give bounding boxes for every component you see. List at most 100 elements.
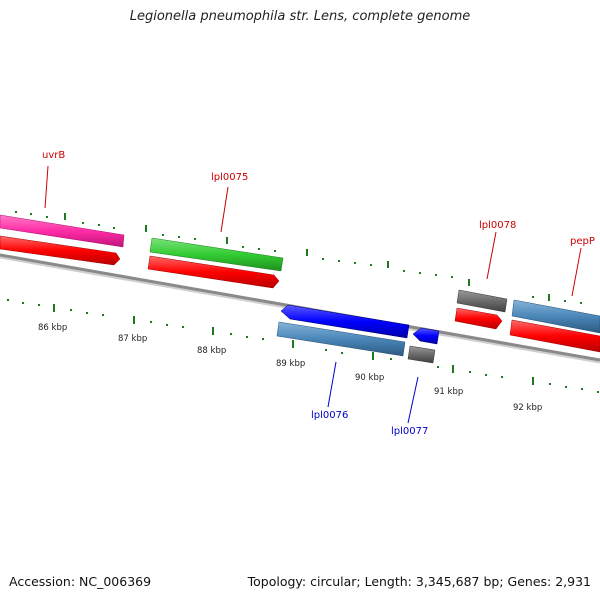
minor-tick — [22, 302, 24, 304]
lpl0076-gene-feature[interactable] — [280, 304, 410, 339]
major-tick — [53, 304, 55, 312]
minor-tick — [451, 276, 453, 278]
kbp-label: 90 kbp — [355, 373, 384, 383]
gene-lpl0078[interactable]: lpl0078 — [454, 220, 516, 330]
minor-tick — [390, 358, 392, 360]
minor-tick — [258, 248, 260, 250]
minor-tick — [262, 338, 264, 340]
lpl0075-label[interactable]: lpl0075 — [211, 172, 248, 183]
major-tick — [306, 249, 308, 256]
uvrB-cds-feature[interactable] — [0, 235, 121, 266]
lpl0077-label-leader — [407, 376, 419, 424]
kbp-label: 86 kbp — [38, 323, 67, 333]
pepP-cds-feature[interactable] — [509, 319, 600, 353]
kbp-label: 92 kbp — [513, 403, 542, 413]
pepP-label-leader — [571, 247, 582, 297]
lpl0078-gene-feature[interactable] — [456, 289, 508, 313]
minor-tick — [565, 386, 567, 388]
lpl0077-label[interactable]: lpl0077 — [391, 426, 428, 437]
minor-tick — [564, 300, 566, 302]
lpl0075-cds-feature[interactable] — [147, 255, 280, 289]
major-tick — [452, 365, 454, 373]
minor-tick — [419, 272, 421, 274]
minor-tick — [246, 336, 248, 338]
lpl0078-label-leader — [486, 231, 497, 280]
minor-tick — [485, 374, 487, 376]
minor-tick — [581, 388, 583, 390]
pepP-label[interactable]: pepP — [570, 236, 595, 247]
kbp-label: 91 kbp — [434, 387, 463, 397]
minor-tick — [46, 216, 48, 218]
minor-tick — [469, 371, 471, 373]
lpl0078-label[interactable]: lpl0078 — [479, 220, 516, 231]
major-tick — [64, 213, 66, 220]
minor-tick — [178, 236, 180, 238]
lpl0075-gene-feature[interactable] — [149, 237, 284, 272]
minor-tick — [30, 213, 32, 215]
lpl0076-cds-feature[interactable] — [276, 321, 406, 357]
gene-lpl0077[interactable]: lpl0077 — [391, 327, 440, 437]
topology-text: Topology: circular; Length: 3,345,687 bp… — [247, 574, 591, 589]
major-tick — [387, 261, 389, 268]
minor-tick — [7, 299, 9, 301]
minor-tick — [113, 227, 115, 229]
minor-tick — [338, 260, 340, 262]
accession-text: Accession: NC_006369 — [9, 574, 152, 589]
major-tick — [468, 279, 470, 286]
minor-tick — [501, 376, 503, 378]
major-tick — [292, 340, 294, 348]
minor-tick — [532, 296, 534, 298]
gene-lpl0076[interactable]: lpl0076 — [276, 304, 410, 421]
reverse-tick-row — [7, 299, 599, 393]
uvrB-label[interactable]: uvrB — [42, 150, 65, 161]
minor-tick — [341, 352, 343, 354]
minor-tick — [549, 383, 551, 385]
major-tick — [145, 225, 147, 232]
uvrB-label-leader — [44, 165, 49, 209]
gene-uvrB[interactable]: uvrB — [0, 150, 125, 266]
major-tick — [532, 377, 534, 385]
pepP-gene-feature[interactable] — [511, 299, 600, 334]
major-tick — [548, 294, 550, 301]
forward-tick-row — [15, 211, 582, 304]
minor-tick — [435, 274, 437, 276]
minor-tick — [38, 304, 40, 306]
major-tick — [212, 327, 214, 335]
minor-tick — [437, 366, 439, 368]
minor-tick — [15, 211, 17, 213]
minor-tick — [597, 391, 599, 393]
gene-pepP[interactable]: pepP — [509, 236, 600, 353]
minor-tick — [182, 326, 184, 328]
major-tick — [226, 237, 228, 244]
minor-tick — [82, 222, 84, 224]
minor-tick — [166, 324, 168, 326]
minor-tick — [150, 321, 152, 323]
minor-tick — [194, 238, 196, 240]
uvrB-gene-feature[interactable] — [0, 214, 125, 248]
minor-tick — [70, 309, 72, 311]
gene-lpl0075[interactable]: lpl0075 — [147, 172, 284, 289]
lpl0078-cds-feature[interactable] — [454, 307, 503, 330]
lpl0077-gene-feature[interactable] — [412, 327, 440, 345]
major-tick — [372, 352, 374, 360]
lpl0077-cds-feature[interactable] — [407, 345, 436, 364]
lpl0076-label[interactable]: lpl0076 — [311, 410, 348, 421]
page-title: Legionella pneumophila str. Lens, comple… — [129, 9, 471, 24]
kbp-label: 88 kbp — [197, 346, 226, 356]
major-tick — [133, 316, 135, 324]
minor-tick — [86, 312, 88, 314]
kbp-label: 87 kbp — [118, 334, 147, 344]
minor-tick — [354, 262, 356, 264]
lpl0075-label-leader — [220, 186, 229, 233]
minor-tick — [98, 224, 100, 226]
kbp-scale: 86 kbp 87 kbp 88 kbp 89 kbp 90 kbp 91 kb… — [38, 323, 542, 413]
minor-tick — [274, 250, 276, 252]
minor-tick — [230, 333, 232, 335]
minor-tick — [242, 246, 244, 248]
minor-tick — [162, 234, 164, 236]
minor-tick — [370, 264, 372, 266]
minor-tick — [322, 258, 324, 260]
minor-tick — [102, 314, 104, 316]
